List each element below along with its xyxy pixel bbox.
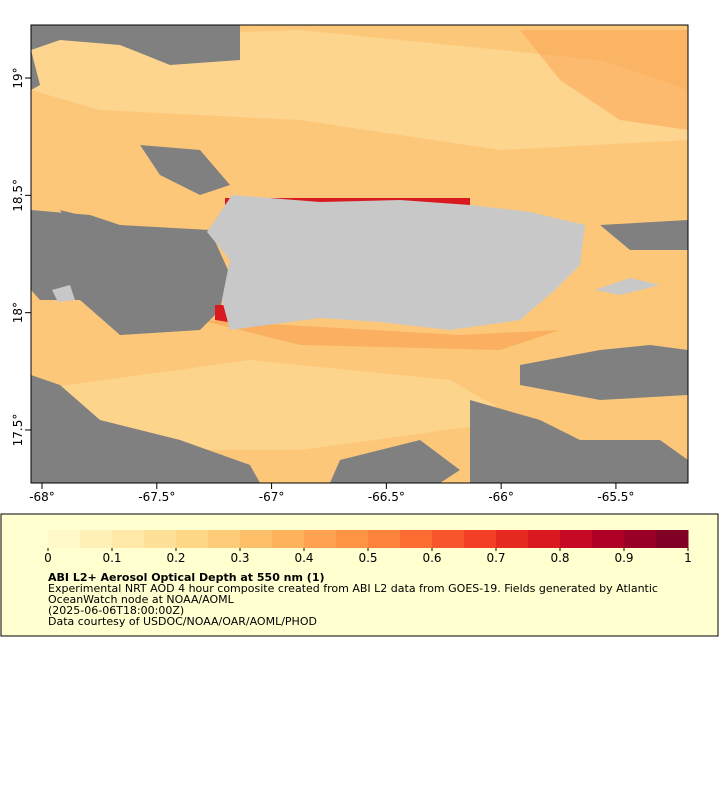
colorbar-tick-label: 0.5 [358, 551, 377, 565]
y-tick-label: 18° [11, 302, 25, 323]
description: Data courtesy of USDOC/NOAA/OAR/AOML/PHO… [48, 615, 317, 628]
colorbar-tick-label: 0 [44, 551, 52, 565]
colorbar-swatch [48, 530, 81, 548]
land [207, 195, 585, 330]
colorbar-swatch [560, 530, 593, 548]
colorbar-tick-label: 0.7 [486, 551, 505, 565]
colorbar-tick-label: 0.9 [614, 551, 633, 565]
description: OceanWatch node at NOAA/AOML [48, 593, 235, 606]
colorbar-tick-label: 0.8 [550, 551, 569, 565]
colorbar-tick-label: 0.2 [166, 551, 185, 565]
colorbar-swatch [528, 530, 561, 548]
colorbar-swatch [400, 530, 433, 548]
y-tick-label: 17.5° [11, 414, 25, 447]
colorbar-swatch [176, 530, 209, 548]
no-data-area [31, 25, 688, 483]
colorbar-swatch [112, 530, 145, 548]
colorbar-swatch [80, 530, 113, 548]
x-tick-label: -67.5° [138, 490, 175, 504]
colorbar-swatch [144, 530, 177, 548]
x-tick-label: -67° [259, 490, 285, 504]
legend-title: ABI L2+ Aerosol Optical Depth at 550 nm … [48, 571, 325, 584]
colorbar-swatch [624, 530, 657, 548]
y-tick-label: 19° [11, 67, 25, 88]
description: Experimental NRT AOD 4 hour composite cr… [48, 582, 658, 595]
colorbar-swatch [592, 530, 625, 548]
land [52, 285, 75, 302]
land [595, 278, 660, 295]
colorbar-tick-label: 1 [684, 551, 692, 565]
colorbar-tick-label: 0.3 [230, 551, 249, 565]
y-tick-label: 18.5° [11, 179, 25, 212]
x-tick-label: -66° [488, 490, 514, 504]
colorbar-swatch [336, 530, 369, 548]
colorbar-swatch [496, 530, 529, 548]
colorbar-swatch [432, 530, 465, 548]
colorbar-swatch [656, 530, 689, 548]
x-tick-label: -65.5° [597, 490, 634, 504]
colorbar-tick-label: 0.1 [102, 551, 121, 565]
colorbar-swatch [208, 530, 241, 548]
colorbar-swatch [272, 530, 305, 548]
colorbar-tick-label: 0.4 [294, 551, 313, 565]
high-aod-area [200, 30, 688, 350]
x-tick-label: -68° [29, 490, 55, 504]
x-tick-label: -66.5° [368, 490, 405, 504]
colorbar-swatch [368, 530, 401, 548]
colorbar-swatch [240, 530, 273, 548]
colorbar-tick-label: 0.6 [422, 551, 441, 565]
map-frame [30, 24, 689, 484]
description: (2025-06-06T18:00:00Z) [48, 604, 184, 617]
colorbar-swatch [304, 530, 337, 548]
colorbar-swatch [464, 530, 497, 548]
